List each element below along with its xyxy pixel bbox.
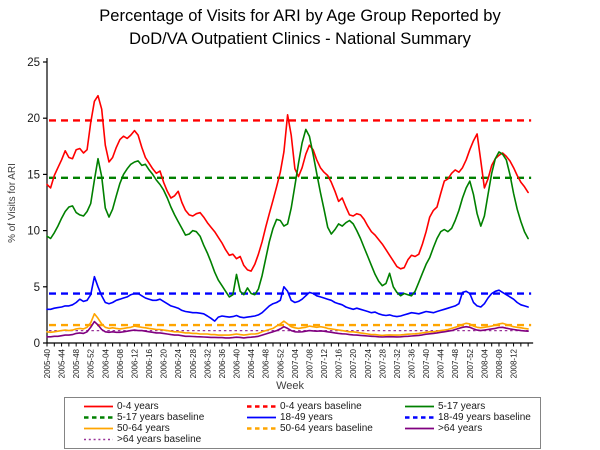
x-tick-label: 2007-16 — [335, 348, 344, 378]
legend-line-icon — [84, 427, 113, 430]
legend-line-icon — [84, 416, 113, 419]
chart-title-line2: DoD/VA Outpatient Clinics - National Sum… — [129, 30, 471, 48]
x-tick-label: 2006-32 — [203, 348, 212, 378]
x-tick-label: 2006-12 — [130, 348, 139, 378]
x-tick-label: 2007-08 — [305, 348, 314, 378]
x-tick-label: 2007-44 — [437, 348, 446, 378]
legend-line-icon — [84, 438, 113, 441]
x-tick-label: 2006-08 — [116, 348, 125, 378]
x-tick-label: 2005-52 — [87, 348, 96, 378]
legend-label: 5-17 years baseline — [117, 412, 205, 423]
legend-item-5-17-years: 5-17 years — [404, 401, 540, 412]
x-tick-label: 2006-28 — [189, 348, 198, 378]
legend-label: 50-64 years baseline — [280, 423, 373, 434]
legend-line-icon — [405, 427, 434, 430]
legend-item--64-years-baseline: >64 years baseline — [83, 434, 246, 445]
series-line-18-49-years — [46, 275, 529, 322]
x-tick-label: 2007-36 — [408, 348, 417, 378]
legend-line-icon — [247, 416, 276, 419]
y-tick-label: 5 — [34, 282, 40, 294]
legend-label: 50-64 years — [117, 423, 170, 434]
x-tick-label: 2008-12 — [510, 348, 519, 378]
x-tick-label: 2007-12 — [320, 348, 329, 378]
legend-line-icon — [247, 427, 276, 430]
legend-label: >64 years baseline — [117, 434, 202, 445]
series-line-0-4-years — [46, 94, 529, 272]
series-line-5-17-years — [46, 128, 529, 298]
y-axis-title: % of Visits for ARI — [7, 163, 18, 243]
y-tick-label: 10 — [27, 226, 40, 238]
legend-item-0-4-years-baseline: 0-4 years baseline — [246, 401, 404, 412]
legend-item-5-17-years-baseline: 5-17 years baseline — [83, 412, 246, 423]
x-tick-label: 2005-44 — [58, 348, 67, 378]
x-tick-label: 2005-40 — [43, 348, 52, 378]
x-tick-label: 2006-36 — [218, 348, 227, 378]
legend-line-icon — [405, 416, 434, 419]
legend-line-icon — [84, 405, 113, 408]
chart-legend: 0-4 years 0-4 years baseline 5-17 years 5-1… — [64, 397, 541, 449]
x-tick-label: 2006-40 — [233, 348, 242, 378]
y-tick-label: 15 — [27, 169, 40, 181]
legend-item-50-64-years-baseline: 50-64 years baseline — [246, 423, 404, 434]
x-tick-label: 2006-20 — [160, 348, 169, 378]
legend-label: >64 years — [438, 423, 483, 434]
x-tick-label: 2007-20 — [349, 348, 358, 378]
legend-label: 0-4 years — [117, 401, 159, 412]
x-tick-label: 2006-48 — [262, 348, 271, 378]
x-tick-label: 2007-24 — [364, 348, 373, 378]
x-tick-label: 2005-48 — [72, 348, 81, 378]
x-tick-label: 2007-28 — [378, 348, 387, 378]
y-tick-label: 20 — [27, 113, 40, 125]
x-tick-label: 2008-08 — [495, 348, 504, 378]
legend-label: 5-17 years — [438, 401, 486, 412]
chart-title-line1: Percentage of Visits for ARI by Age Grou… — [99, 7, 501, 25]
legend-item--64-years: >64 years — [404, 423, 540, 434]
legend-label: 18-49 years — [280, 412, 333, 423]
x-tick-label: 2007-40 — [422, 348, 431, 378]
x-tick-label: 2006-16 — [145, 348, 154, 378]
legend-item-0-4-years: 0-4 years — [83, 401, 246, 412]
legend-item-18-49-years-baseline: 18-49 years baseline — [404, 412, 540, 423]
x-tick-label: 2007-04 — [291, 348, 300, 378]
x-tick-label: 2006-44 — [247, 348, 256, 378]
legend-line-icon — [247, 405, 276, 408]
y-tick-label: 0 — [34, 338, 40, 350]
legend-item-18-49-years: 18-49 years — [246, 412, 404, 423]
x-tick-label: 2008-04 — [480, 348, 489, 378]
x-tick-label: 2006-04 — [101, 348, 110, 378]
x-tick-label: 2006-24 — [174, 348, 183, 378]
chart-title: Percentage of Visits for ARI by Age Grou… — [0, 5, 600, 51]
legend-label: 0-4 years baseline — [280, 401, 362, 412]
legend-item-50-64-years: 50-64 years — [83, 423, 246, 434]
series-line-50-64-years — [46, 312, 529, 337]
x-tick-label: 2007-32 — [393, 348, 402, 378]
x-tick-label: 2007-52 — [466, 348, 475, 378]
x-tick-label: 2007-48 — [451, 348, 460, 378]
series-line--64-years — [46, 320, 529, 339]
x-axis-title: Week — [276, 380, 304, 392]
legend-line-icon — [405, 405, 434, 408]
y-tick-label: 25 — [27, 57, 40, 69]
legend-label: 18-49 years baseline — [438, 412, 531, 423]
x-tick-label: 2006-52 — [276, 348, 285, 378]
